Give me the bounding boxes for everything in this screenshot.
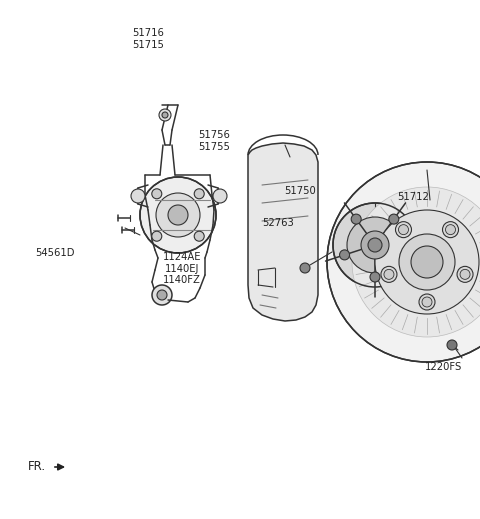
Circle shape — [152, 189, 162, 199]
Circle shape — [411, 246, 443, 278]
Circle shape — [389, 214, 399, 224]
Circle shape — [399, 234, 455, 290]
Text: 51750: 51750 — [284, 186, 316, 196]
Circle shape — [194, 231, 204, 241]
Circle shape — [159, 109, 171, 121]
Circle shape — [194, 189, 204, 199]
Circle shape — [460, 269, 470, 279]
Text: 51716
51715: 51716 51715 — [132, 28, 164, 50]
Circle shape — [131, 189, 145, 203]
Circle shape — [168, 205, 188, 225]
Circle shape — [375, 210, 479, 314]
Circle shape — [370, 272, 380, 282]
Circle shape — [368, 238, 382, 252]
Circle shape — [152, 285, 172, 305]
Text: 54561D: 54561D — [35, 248, 75, 258]
Circle shape — [422, 297, 432, 307]
Circle shape — [361, 231, 389, 259]
Circle shape — [352, 187, 480, 337]
Circle shape — [162, 112, 168, 118]
Circle shape — [445, 225, 456, 235]
Circle shape — [327, 162, 480, 362]
Circle shape — [339, 250, 349, 260]
Text: FR.: FR. — [28, 460, 46, 473]
Circle shape — [351, 214, 361, 224]
Circle shape — [213, 189, 227, 203]
Text: 51756
51755: 51756 51755 — [198, 130, 230, 152]
Circle shape — [447, 340, 457, 350]
Polygon shape — [248, 143, 318, 321]
Circle shape — [333, 203, 417, 287]
Circle shape — [396, 222, 411, 238]
Circle shape — [419, 294, 435, 310]
Circle shape — [443, 222, 458, 238]
Text: 1220FS: 1220FS — [424, 362, 462, 372]
Circle shape — [300, 263, 310, 273]
Text: 1124AE
1140EJ
1140FZ: 1124AE 1140EJ 1140FZ — [163, 252, 201, 285]
Text: 52763: 52763 — [262, 218, 294, 228]
Circle shape — [398, 225, 408, 235]
Circle shape — [152, 231, 162, 241]
Circle shape — [157, 290, 167, 300]
Circle shape — [381, 266, 397, 282]
Circle shape — [350, 225, 390, 265]
Circle shape — [400, 250, 410, 260]
Circle shape — [457, 266, 473, 282]
Circle shape — [384, 269, 394, 279]
Circle shape — [156, 193, 200, 237]
Circle shape — [140, 177, 216, 253]
Text: 51712: 51712 — [397, 192, 429, 202]
Circle shape — [347, 217, 403, 273]
